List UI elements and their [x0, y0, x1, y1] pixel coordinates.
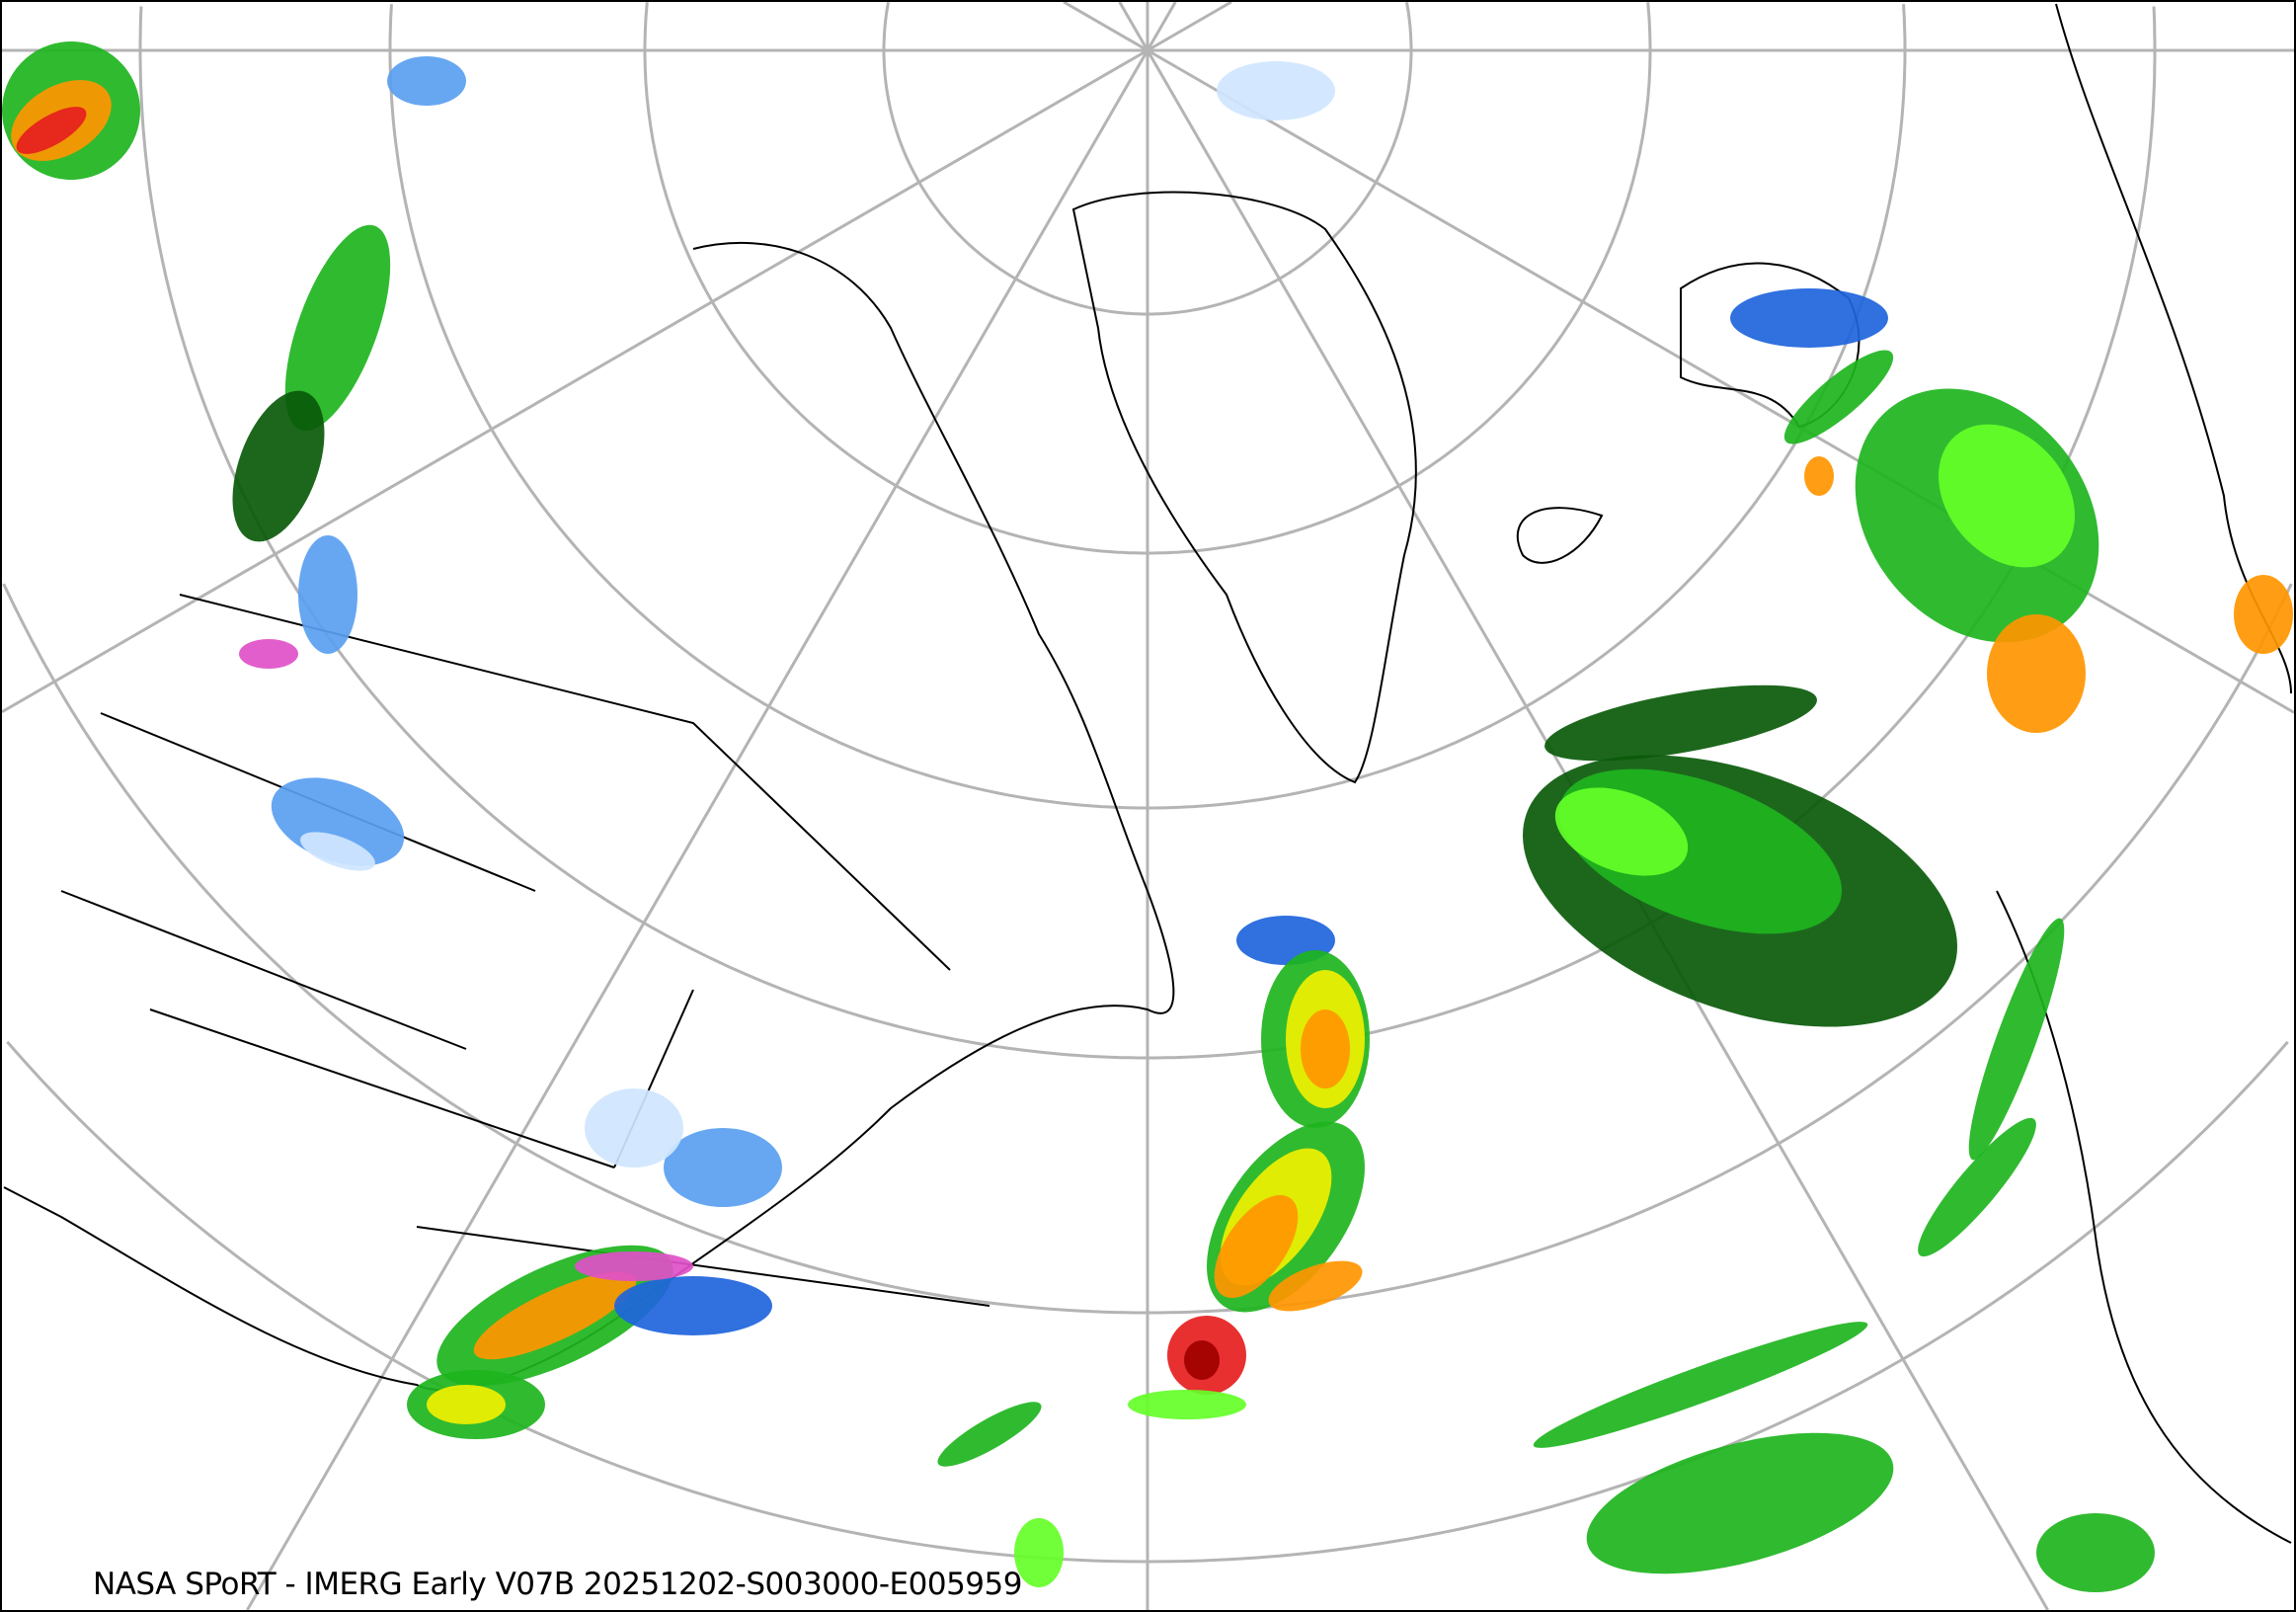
precip-area	[575, 1251, 693, 1281]
coastline	[1071, 191, 1417, 784]
coastline	[1516, 507, 1604, 564]
map-caption: NASA SPoRT - IMERG Early V07B 20251202-S…	[93, 1567, 1022, 1602]
precip-area	[585, 1088, 683, 1168]
precip-area	[1730, 288, 1888, 348]
precip-area	[614, 1276, 772, 1335]
precip-area	[937, 1402, 1042, 1467]
latitude-circle	[2152, 6, 2157, 50]
precip-area	[664, 1128, 782, 1207]
meridian-line	[246, 49, 1149, 1610]
precip-area	[2234, 575, 2293, 654]
precip-area	[1217, 61, 1335, 121]
precip-area	[1533, 1322, 1868, 1448]
precip-area	[387, 56, 466, 106]
precip-area	[1918, 1117, 2036, 1257]
precip-area	[239, 639, 298, 669]
meridian-line	[1147, 48, 2294, 714]
precip-area	[300, 832, 375, 871]
precip-area	[427, 1385, 506, 1424]
precip-area	[1268, 1260, 1363, 1312]
precip-area	[298, 535, 357, 654]
latitude-circle	[1405, 2, 1413, 50]
latitude-circle	[882, 2, 1413, 316]
latitude-circle	[1646, 2, 1652, 50]
precipitation-overlay	[2, 41, 2293, 1592]
precip-area	[1586, 1432, 1894, 1574]
precip-area	[1301, 1009, 1350, 1088]
meridian-line	[2, 48, 1148, 714]
precip-area	[1554, 787, 1689, 876]
meridian-line	[1063, 2, 1148, 52]
precip-area	[284, 224, 391, 432]
meridian-line	[1118, 2, 1149, 51]
latitude-circle	[1902, 4, 1907, 50]
latitude-circle	[643, 2, 1652, 555]
precip-area	[1014, 1518, 1064, 1587]
precip-area	[1184, 1340, 1220, 1380]
precip-area	[1804, 456, 1834, 496]
precip-area	[1987, 614, 2086, 733]
precip-area	[1544, 685, 1817, 762]
precip-area	[1968, 918, 2065, 1161]
precip-area	[16, 107, 87, 154]
coastline	[60, 594, 990, 1307]
coastline	[3, 241, 1175, 1392]
precip-area	[473, 1271, 637, 1360]
precip-area	[1783, 350, 1894, 444]
meridian-line	[1146, 2, 1177, 51]
precip-area	[2036, 1513, 2155, 1592]
precip-area	[1214, 1194, 1299, 1299]
precip-area	[232, 390, 325, 542]
precip-area	[1939, 424, 2075, 568]
meridian-line	[1147, 2, 1232, 52]
precip-area	[1128, 1390, 1246, 1419]
